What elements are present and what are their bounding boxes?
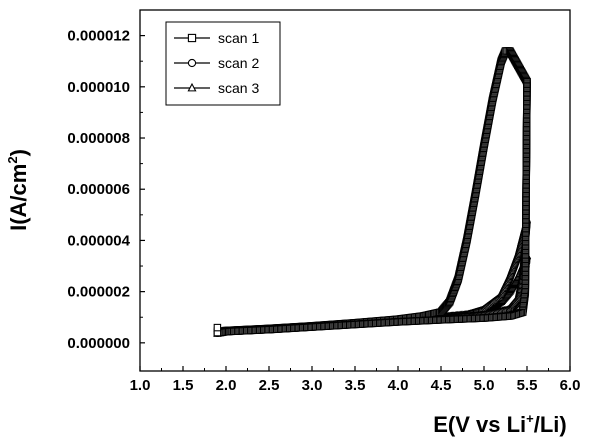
y-tick-label: 0.000010: [67, 79, 130, 96]
square-marker: [187, 33, 197, 43]
x-axis-label: E(V vs Li+/Li): [433, 411, 567, 437]
y-axis-label-suffix: ): [6, 149, 31, 156]
x-axis-label-superscript: +: [526, 411, 534, 426]
reverse-sweep-line: [217, 81, 528, 334]
y-tick-label: 0.000000: [67, 335, 130, 352]
x-axis: 1.0 1.5 2.0 2.5 3.0 3.5 4.0 4.5 5.0 5.5 6.0: [130, 366, 581, 394]
y-tick-label: 0.000002: [67, 284, 130, 301]
x-tick-label: 2.5: [259, 377, 280, 394]
x-tick-label: 3.5: [345, 377, 366, 394]
x-tick-label: 3.0: [302, 377, 323, 394]
legend-label: scan 2: [218, 55, 259, 71]
y-tick-label: 0.000006: [67, 181, 130, 198]
legend-item: scan 1: [174, 30, 259, 46]
y-tick-label: 0.000012: [67, 28, 130, 45]
y-axis-label-superscript: 2: [5, 156, 20, 163]
x-tick-label: 5.5: [517, 377, 538, 394]
legend: scan 1 scan 2 scan 3: [165, 21, 281, 106]
x-tick-label: 1.0: [130, 377, 151, 394]
y-tick-label: 0.000008: [67, 130, 130, 147]
y-axis-label-text: I(A/cm: [6, 164, 31, 231]
x-tick-label: 4.0: [388, 377, 409, 394]
legend-item: scan 3: [174, 80, 259, 96]
x-tick-label: 2.0: [216, 377, 237, 394]
legend-item: scan 2: [174, 55, 259, 71]
y-axis-label: I(A/cm2): [5, 149, 31, 231]
legend-label: scan 3: [218, 80, 259, 96]
x-tick-label: 4.5: [431, 377, 452, 394]
x-tick-label: 6.0: [560, 377, 581, 394]
data-layer: [213, 47, 532, 337]
series-scan-1: [213, 47, 531, 337]
y-axis: 0.000000 0.000002 0.000004 0.000006 0.000008…: [67, 28, 145, 352]
x-tick-label: 5.0: [474, 377, 495, 394]
circle-marker: [187, 58, 197, 68]
x-axis-label-suffix: /Li): [534, 412, 567, 437]
triangle-marker: [187, 82, 197, 92]
square-marker: [213, 323, 222, 332]
x-tick-label: 1.5: [173, 377, 194, 394]
y-tick-label: 0.000004: [67, 232, 130, 249]
x-axis-label-text: E(V vs Li: [433, 412, 526, 437]
legend-label: scan 1: [218, 30, 259, 46]
